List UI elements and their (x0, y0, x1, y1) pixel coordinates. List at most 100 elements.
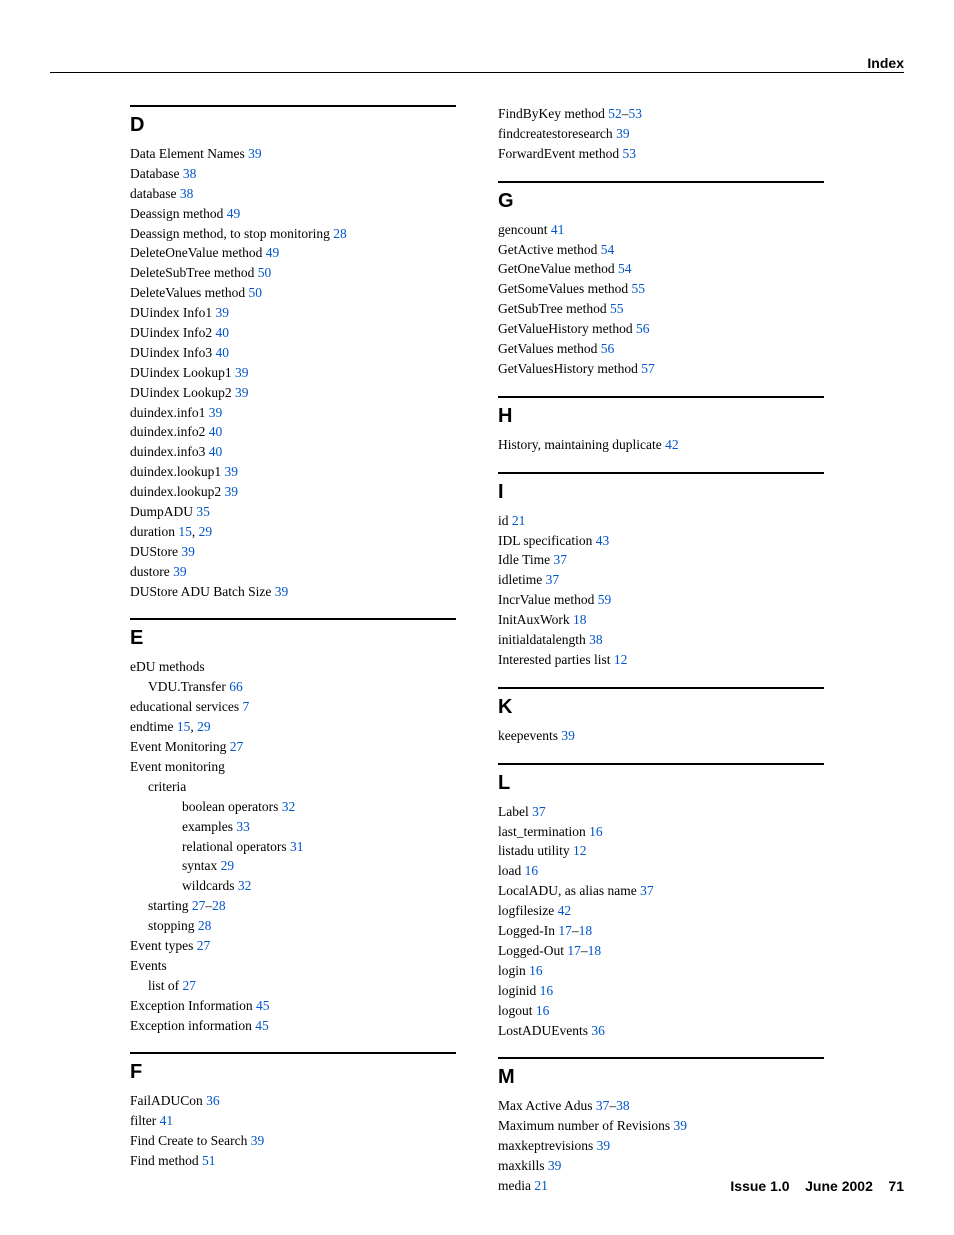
page-link[interactable]: 28 (212, 898, 226, 913)
page-link[interactable]: 40 (215, 345, 229, 360)
page-link[interactable]: 37 (640, 883, 654, 898)
page-link[interactable]: 38 (589, 632, 603, 647)
page-link[interactable]: 38 (183, 166, 197, 181)
page-link[interactable]: 21 (512, 513, 526, 528)
page-link[interactable]: 39 (225, 464, 239, 479)
page-link[interactable]: 39 (597, 1138, 611, 1153)
page-link[interactable]: 32 (282, 799, 296, 814)
page-link[interactable]: 50 (258, 265, 272, 280)
page-link[interactable]: 28 (198, 918, 212, 933)
page-link[interactable]: 17 (558, 923, 572, 938)
page-link[interactable]: 39 (251, 1133, 265, 1148)
page-link[interactable]: 18 (579, 923, 593, 938)
page-link[interactable]: 39 (616, 126, 630, 141)
page-link[interactable]: 39 (248, 146, 262, 161)
index-column: DData Element Names 39Database 38databas… (130, 105, 456, 1197)
entry-text: Exception Information (130, 998, 256, 1013)
page-link[interactable]: 54 (618, 261, 632, 276)
page-link[interactable]: 52 (608, 106, 622, 121)
page-link[interactable]: 12 (614, 652, 628, 667)
page-link[interactable]: 36 (206, 1093, 220, 1108)
page-link[interactable]: 17 (567, 943, 581, 958)
page-link[interactable]: 40 (215, 325, 229, 340)
page-link[interactable]: 39 (225, 484, 239, 499)
page-link[interactable]: 51 (202, 1153, 216, 1168)
page-link[interactable]: 18 (573, 612, 587, 627)
page-link[interactable]: 27 (192, 898, 206, 913)
entry-text: Database (130, 166, 183, 181)
page-link[interactable]: 45 (255, 1018, 269, 1033)
page-link[interactable]: 15 (178, 524, 192, 539)
page-link[interactable]: 35 (196, 504, 210, 519)
page-link[interactable]: 29 (199, 524, 213, 539)
page-link[interactable]: 27 (183, 978, 197, 993)
page-link[interactable]: 36 (591, 1023, 605, 1038)
page-link[interactable]: 12 (573, 843, 587, 858)
page-link[interactable]: 43 (596, 533, 610, 548)
page-link[interactable]: 37 (596, 1098, 610, 1113)
page-link[interactable]: 50 (248, 285, 262, 300)
page-link[interactable]: 16 (536, 1003, 550, 1018)
page-link[interactable]: 39 (235, 385, 249, 400)
page-link[interactable]: 66 (229, 679, 243, 694)
page-link[interactable]: 27 (197, 938, 211, 953)
page-link[interactable]: 21 (534, 1178, 548, 1193)
page-link[interactable]: 41 (551, 222, 565, 237)
page-link[interactable]: 39 (561, 728, 575, 743)
page-link[interactable]: 39 (215, 305, 229, 320)
page-link[interactable]: 54 (601, 242, 615, 257)
page-link[interactable]: 16 (525, 863, 539, 878)
page-link[interactable]: 37 (554, 552, 568, 567)
page-link[interactable]: 29 (197, 719, 211, 734)
page-link[interactable]: 39 (181, 544, 195, 559)
page-link[interactable]: 15 (177, 719, 191, 734)
page-link[interactable]: 38 (180, 186, 194, 201)
page-link[interactable]: 40 (209, 444, 223, 459)
entry-text: Find method (130, 1153, 202, 1168)
page-link[interactable]: 16 (529, 963, 543, 978)
page-link[interactable]: 53 (629, 106, 643, 121)
page-link[interactable]: 7 (242, 699, 249, 714)
index-entry: idletime 37 (498, 571, 824, 590)
page-link[interactable]: 27 (230, 739, 244, 754)
page-link[interactable]: 56 (601, 341, 615, 356)
page-link[interactable]: 37 (546, 572, 560, 587)
page-link[interactable]: 56 (636, 321, 650, 336)
page-link[interactable]: 28 (333, 226, 347, 241)
entry-text: maxkeptrevisions (498, 1138, 597, 1153)
page-link[interactable]: 37 (532, 804, 546, 819)
entry-text: listadu utility (498, 843, 573, 858)
page-link[interactable]: 42 (558, 903, 572, 918)
page-link[interactable]: 49 (227, 206, 241, 221)
page-link[interactable]: 45 (256, 998, 270, 1013)
page-link[interactable]: 41 (160, 1113, 174, 1128)
index-entry: maxkeptrevisions 39 (498, 1137, 824, 1156)
page-link[interactable]: 33 (236, 819, 250, 834)
page-link[interactable]: 39 (209, 405, 223, 420)
page-link[interactable]: 38 (616, 1098, 630, 1113)
page-link[interactable]: 55 (610, 301, 624, 316)
page-link[interactable]: 16 (589, 824, 603, 839)
page-link[interactable]: 55 (631, 281, 645, 296)
page-link[interactable]: 39 (548, 1158, 562, 1173)
page-link[interactable]: 49 (266, 245, 280, 260)
page-link[interactable]: 31 (290, 839, 304, 854)
page-link[interactable]: 32 (238, 878, 252, 893)
entry-text: criteria (148, 779, 186, 794)
entry-text: last_termination (498, 824, 589, 839)
page-link[interactable]: 39 (173, 564, 187, 579)
page-link[interactable]: 42 (665, 437, 679, 452)
page-link[interactable]: 39 (674, 1118, 688, 1133)
section-rule (498, 1057, 824, 1059)
page-link[interactable]: 39 (235, 365, 249, 380)
entry-text: GetValues method (498, 341, 601, 356)
page-link[interactable]: 57 (641, 361, 655, 376)
section-rule (498, 181, 824, 183)
page-link[interactable]: 16 (540, 983, 554, 998)
page-link[interactable]: 18 (588, 943, 602, 958)
page-link[interactable]: 29 (221, 858, 235, 873)
page-link[interactable]: 53 (622, 146, 636, 161)
page-link[interactable]: 39 (275, 584, 289, 599)
page-link[interactable]: 40 (209, 424, 223, 439)
page-link[interactable]: 59 (598, 592, 612, 607)
